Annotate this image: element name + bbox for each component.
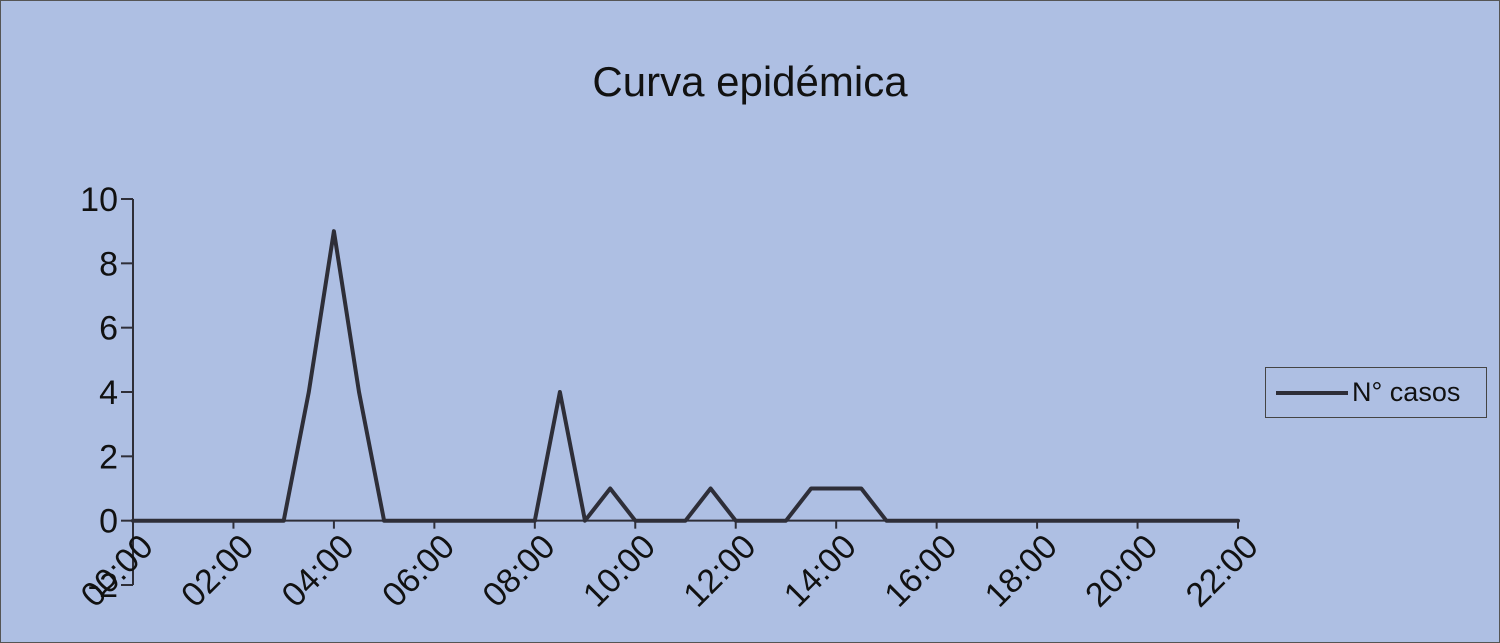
x-tick-label: 06:00 [375,527,462,614]
y-tick-label: 0 [99,503,118,541]
x-tick-label: 14:00 [777,527,864,614]
y-tick-label: -2 [88,567,118,605]
y-tick-label: 4 [99,374,118,412]
x-tick-label: 10:00 [576,527,663,614]
x-tick-label: 12:00 [676,527,763,614]
y-tick-label: 10 [80,181,118,219]
x-tick-label: 08:00 [475,527,562,614]
y-tick-label: 8 [99,245,118,283]
x-tick-label: 20:00 [1078,527,1165,614]
y-tick-label: 6 [99,310,118,348]
y-tick-label: 2 [99,438,118,476]
legend: N° casos [1265,367,1487,418]
x-tick-label: 22:00 [1179,527,1266,614]
chart-title: Curva epidémica [592,58,908,105]
series-line [131,229,1240,523]
legend-label: N° casos [1352,377,1461,407]
x-tick-label: 02:00 [174,527,261,614]
x-tick-label: 18:00 [978,527,1065,614]
x-tick-label: 16:00 [877,527,964,614]
legend-swatch [1276,390,1348,395]
x-tick-label: 04:00 [275,527,362,614]
